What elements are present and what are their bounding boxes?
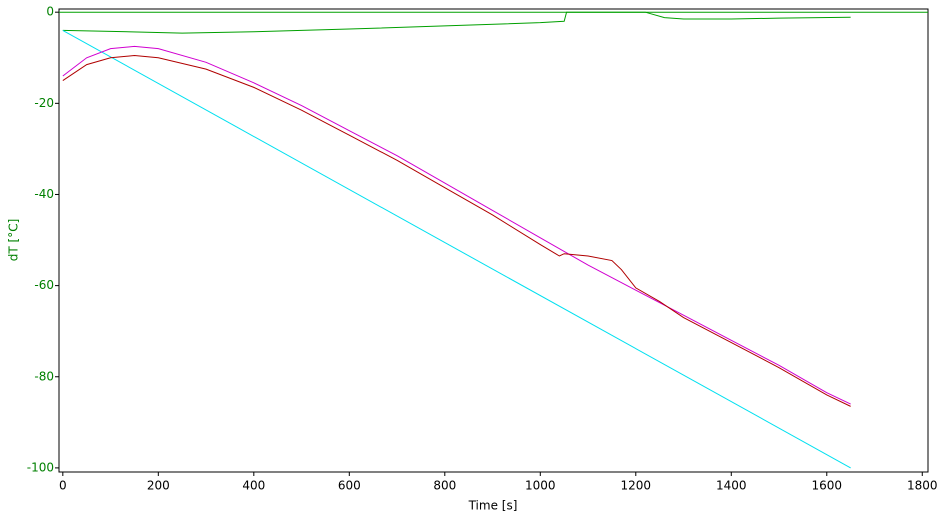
x-tick-label: 1200 (621, 479, 652, 493)
x-tick-label: 600 (338, 479, 361, 493)
y-axis-label: dT [°C] (7, 219, 21, 262)
x-axis-label: Time [s] (468, 499, 518, 513)
x-tick-label: 1000 (525, 479, 556, 493)
y-tick-label: -40 (34, 187, 54, 201)
x-tick-label: 200 (147, 479, 170, 493)
y-tick-label: -80 (34, 369, 54, 383)
y-tick-label: -20 (34, 96, 54, 110)
x-tick-label: 0 (59, 479, 67, 493)
data-line (62, 11, 851, 34)
x-tick-label: 1800 (907, 479, 938, 493)
plot-frame (58, 8, 929, 473)
x-tick-label: 1400 (716, 479, 747, 493)
data-line (62, 45, 851, 405)
x-tick-label: 800 (433, 479, 456, 493)
x-tick-label: 400 (242, 479, 265, 493)
y-tick-label: -60 (34, 278, 54, 292)
x-tick-label: 1600 (812, 479, 843, 493)
data-line (62, 29, 851, 469)
data-line (62, 54, 851, 407)
y-tick-label: -100 (27, 460, 54, 474)
y-tick-label: 0 (46, 5, 54, 19)
